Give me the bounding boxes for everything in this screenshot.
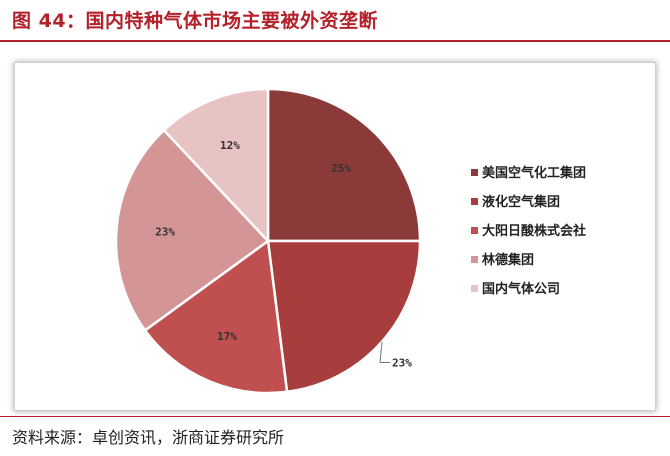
pie-slice xyxy=(143,238,289,395)
legend-label: 国内气体公司 xyxy=(482,281,560,297)
legend-label: 美国空气化工集团 xyxy=(482,165,586,181)
pie-chart: 25% 23% 17% 23% 12% 美国空气化工集团液化空气集团大阳日酸株式会社林德集… xyxy=(114,87,586,395)
legend-swatch xyxy=(471,285,478,292)
chart-frame: 25% 23% 17% 23% 12% 美国空气化工集团 液化空气集团大阳日酸株式会社 林德集… xyxy=(14,62,656,411)
legend-label: 林德集团 xyxy=(482,252,534,268)
slice-value-label: 25% xyxy=(331,162,351,175)
pie-slice xyxy=(114,128,270,333)
slice-value-label: 23% xyxy=(155,225,175,238)
legend-swatch xyxy=(471,256,478,263)
source-divider xyxy=(0,416,670,417)
leader-line xyxy=(379,341,391,364)
slice-value-label: 12% xyxy=(220,139,240,152)
slice-value-label: 17% xyxy=(217,330,237,343)
pie-slice xyxy=(266,239,422,394)
legend-label: 大阳日酸株式会社 xyxy=(482,223,586,239)
pie-slice xyxy=(266,87,422,243)
legend-label: 液化空气集团 xyxy=(482,194,560,210)
legend-swatch xyxy=(471,169,478,176)
source-note: 资料来源：卓创资讯，浙商证券研究所 xyxy=(12,428,285,447)
title-divider xyxy=(0,40,670,42)
legend-swatch xyxy=(471,198,478,205)
legend-swatch xyxy=(471,227,478,234)
pie-slice xyxy=(162,87,270,245)
figure-title: 图 44：国内特种气体市场主要被外资垄断 xyxy=(12,10,379,32)
slice-value-label: 23% xyxy=(392,357,412,370)
